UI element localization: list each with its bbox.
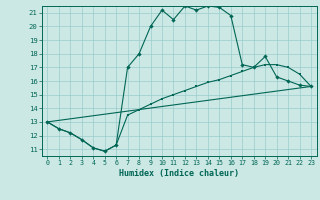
X-axis label: Humidex (Indice chaleur): Humidex (Indice chaleur) — [119, 169, 239, 178]
